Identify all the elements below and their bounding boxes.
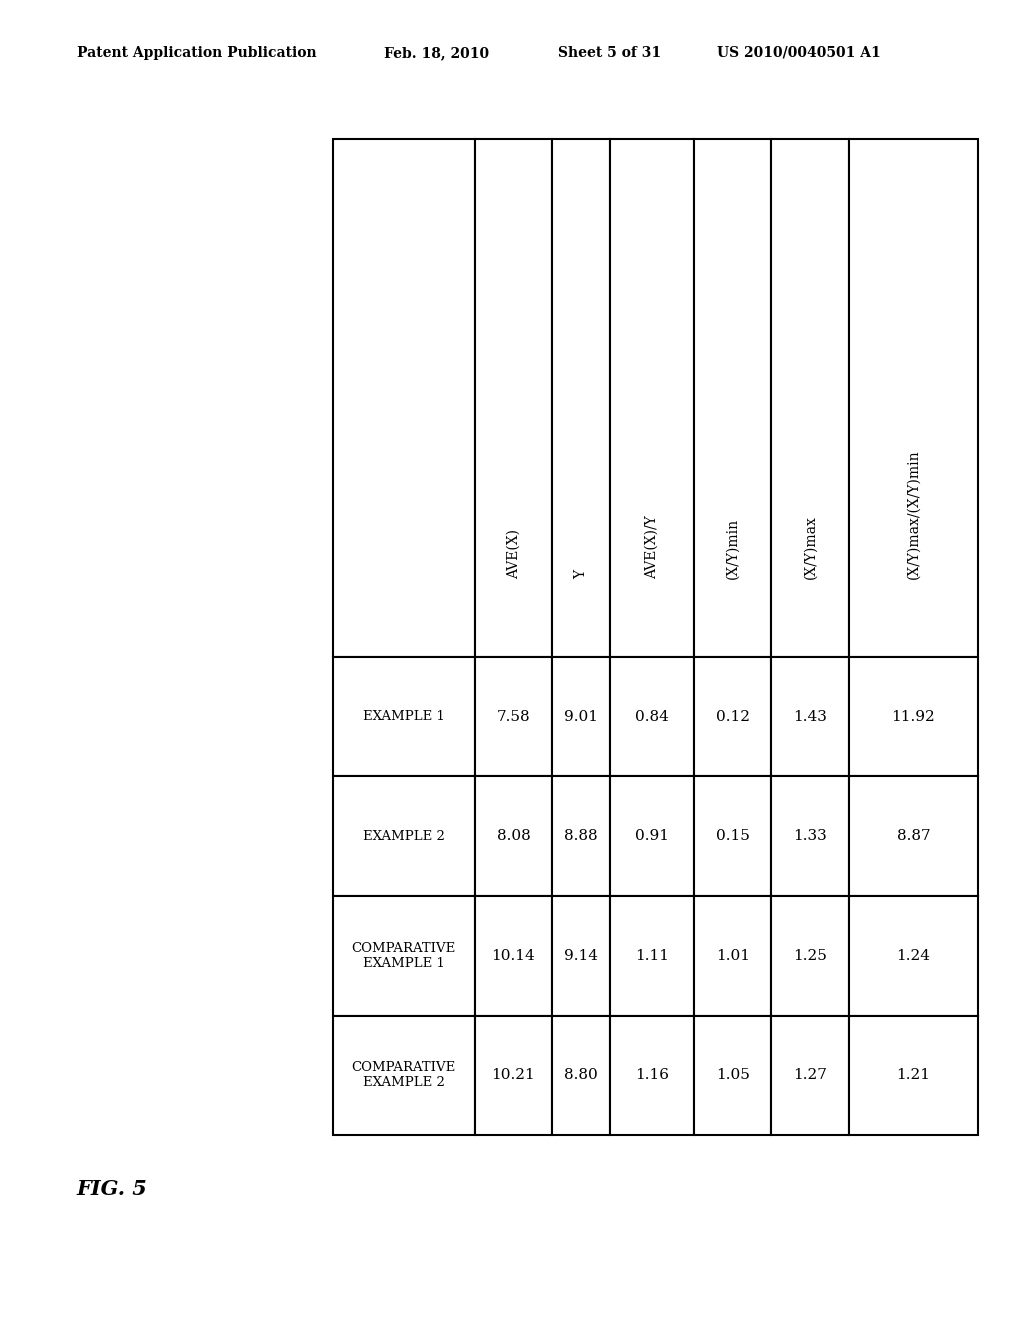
Text: 0.15: 0.15 [716,829,750,843]
Text: 1.11: 1.11 [635,949,669,962]
Text: 0.91: 0.91 [635,829,669,843]
Text: 8.88: 8.88 [564,829,598,843]
Text: COMPARATIVE
EXAMPLE 2: COMPARATIVE EXAMPLE 2 [351,1061,456,1089]
Text: 1.25: 1.25 [794,949,827,962]
Text: 1.27: 1.27 [794,1068,827,1082]
Text: 0.84: 0.84 [635,710,669,723]
Text: Y: Y [574,570,588,579]
Text: 1.43: 1.43 [794,710,827,723]
Text: (X/Y)max: (X/Y)max [803,515,817,579]
Text: 0.12: 0.12 [716,710,750,723]
Text: EXAMPLE 1: EXAMPLE 1 [362,710,444,723]
Text: 1.24: 1.24 [896,949,931,962]
Text: COMPARATIVE
EXAMPLE 1: COMPARATIVE EXAMPLE 1 [351,941,456,970]
Text: AVE(X): AVE(X) [507,529,520,579]
Text: 1.16: 1.16 [635,1068,669,1082]
Text: 9.01: 9.01 [564,710,598,723]
Text: 7.58: 7.58 [497,710,530,723]
Text: 9.14: 9.14 [564,949,598,962]
Text: 8.87: 8.87 [897,829,930,843]
Text: 1.05: 1.05 [716,1068,750,1082]
Text: (X/Y)min: (X/Y)min [726,517,739,579]
Text: EXAMPLE 2: EXAMPLE 2 [362,830,444,842]
Text: (X/Y)max/(X/Y)min: (X/Y)max/(X/Y)min [906,450,921,579]
Text: US 2010/0040501 A1: US 2010/0040501 A1 [717,46,881,59]
Text: FIG. 5: FIG. 5 [77,1179,147,1199]
Text: 8.08: 8.08 [497,829,530,843]
Text: Patent Application Publication: Patent Application Publication [77,46,316,59]
Text: Sheet 5 of 31: Sheet 5 of 31 [558,46,662,59]
Text: 10.14: 10.14 [492,949,536,962]
Text: 1.33: 1.33 [794,829,827,843]
Text: 1.21: 1.21 [896,1068,931,1082]
Text: 8.80: 8.80 [564,1068,598,1082]
Text: 1.01: 1.01 [716,949,750,962]
Text: Feb. 18, 2010: Feb. 18, 2010 [384,46,489,59]
Text: 10.21: 10.21 [492,1068,536,1082]
Text: AVE(X)/Y: AVE(X)/Y [645,515,659,579]
Text: 11.92: 11.92 [892,710,935,723]
